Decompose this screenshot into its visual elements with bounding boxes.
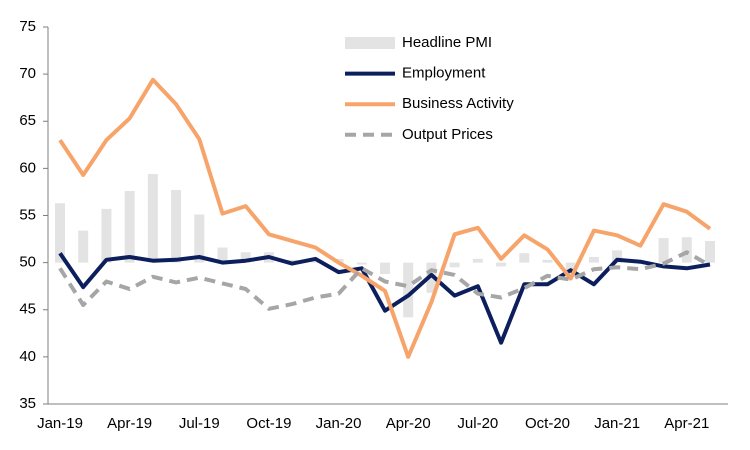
bar: [705, 240, 715, 263]
x-tick-label: Apr-20: [386, 415, 431, 432]
legend-label: Output Prices: [402, 126, 493, 143]
line-series: [58, 77, 712, 359]
y-tick-label: 65: [19, 112, 36, 129]
bar: [612, 250, 623, 263]
bar: [78, 230, 89, 263]
bar: [658, 238, 669, 263]
bar: [403, 262, 414, 318]
bar: [542, 259, 553, 263]
bar: [588, 256, 599, 263]
bar: [426, 262, 437, 293]
x-tick-label: Oct-19: [246, 415, 291, 432]
x-tick-label: Jul-19: [179, 415, 220, 432]
x-tick-label: Jan-21: [594, 415, 640, 432]
bar: [380, 262, 390, 274]
y-tick-label: 50: [19, 254, 36, 271]
bar: [194, 214, 205, 263]
bar: [55, 203, 65, 263]
bar: [171, 190, 182, 263]
bar: [681, 237, 692, 263]
bar: [287, 259, 298, 263]
x-tick-label: Apr-21: [664, 415, 709, 432]
bar: [472, 258, 483, 263]
x-tick-label: Oct-20: [525, 415, 570, 432]
x-tick-label: Jan-19: [37, 415, 83, 432]
bar: [519, 253, 530, 263]
bar: [496, 262, 507, 267]
line-series: [58, 252, 711, 345]
x-tick-label: Jan-20: [316, 415, 362, 432]
bar: [310, 261, 321, 263]
bar: [356, 262, 367, 265]
legend-label: Employment: [402, 65, 486, 82]
y-tick-label: 60: [19, 159, 36, 176]
line-series: [58, 250, 711, 311]
bar: [124, 190, 135, 263]
y-tick-label: 45: [19, 301, 36, 318]
y-tick-label: 35: [19, 395, 36, 412]
x-tick-label: Apr-19: [107, 415, 152, 432]
y-tick-label: 75: [19, 18, 36, 35]
y-tick-label: 70: [19, 65, 36, 82]
legend-label: Business Activity: [402, 95, 514, 112]
x-tick-label: Jul-20: [457, 415, 498, 432]
bar: [449, 262, 460, 268]
legend-swatch: [345, 37, 395, 49]
bar: [147, 174, 158, 263]
legend-label: Headline PMI: [402, 34, 492, 51]
bar: [240, 252, 251, 263]
y-tick-label: 40: [19, 348, 36, 365]
bar: [217, 247, 228, 263]
bar: [101, 208, 112, 263]
y-tick-label: 55: [19, 206, 36, 223]
